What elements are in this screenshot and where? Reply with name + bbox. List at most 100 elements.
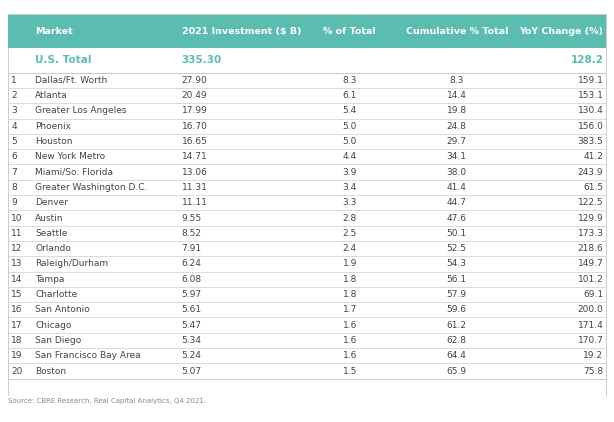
- Text: San Francisco Bay Area: San Francisco Bay Area: [35, 351, 141, 360]
- Text: 64.4: 64.4: [447, 351, 467, 360]
- Text: 19.2: 19.2: [583, 351, 604, 360]
- Text: 2.4: 2.4: [343, 244, 357, 253]
- Text: 9: 9: [11, 198, 17, 207]
- Text: 41.2: 41.2: [583, 152, 604, 161]
- Text: 149.7: 149.7: [578, 260, 604, 268]
- Text: 335.30: 335.30: [182, 56, 222, 65]
- Text: 4.4: 4.4: [343, 152, 357, 161]
- Text: 62.8: 62.8: [447, 336, 467, 345]
- Text: 69.1: 69.1: [583, 290, 604, 299]
- Text: 5.07: 5.07: [182, 367, 202, 376]
- Text: U.S. Total: U.S. Total: [35, 56, 91, 65]
- Text: 41.4: 41.4: [447, 183, 467, 192]
- Text: 3.3: 3.3: [343, 198, 357, 207]
- Bar: [7, 14, 607, 49]
- Text: 5.0: 5.0: [343, 137, 357, 146]
- Text: 8.3: 8.3: [343, 76, 357, 85]
- Text: 243.9: 243.9: [578, 168, 604, 177]
- Text: 12: 12: [11, 244, 23, 253]
- Text: 20.49: 20.49: [182, 91, 208, 100]
- Text: Tampa: Tampa: [35, 275, 64, 284]
- Text: Denver: Denver: [35, 198, 68, 207]
- Text: 54.3: 54.3: [447, 260, 467, 268]
- Text: 101.2: 101.2: [578, 275, 604, 284]
- Text: 5: 5: [11, 137, 17, 146]
- Text: 218.6: 218.6: [578, 244, 604, 253]
- Text: 1.8: 1.8: [343, 290, 357, 299]
- Text: 16.65: 16.65: [182, 137, 208, 146]
- Text: 6.08: 6.08: [182, 275, 202, 284]
- Text: 57.9: 57.9: [447, 290, 467, 299]
- Text: 8.3: 8.3: [449, 76, 464, 85]
- Text: 19: 19: [11, 351, 23, 360]
- Text: 20: 20: [11, 367, 23, 376]
- Text: Boston: Boston: [35, 367, 66, 376]
- Text: 75.8: 75.8: [583, 367, 604, 376]
- Text: 14.4: 14.4: [447, 91, 467, 100]
- Text: 16: 16: [11, 306, 23, 314]
- Text: 5.47: 5.47: [182, 321, 202, 330]
- Text: 44.7: 44.7: [447, 198, 467, 207]
- Text: 1.7: 1.7: [343, 306, 357, 314]
- Text: 11: 11: [11, 229, 23, 238]
- Text: 5.4: 5.4: [343, 106, 357, 115]
- Text: Dallas/Ft. Worth: Dallas/Ft. Worth: [35, 76, 107, 85]
- Text: 200.0: 200.0: [578, 306, 604, 314]
- Text: 6.24: 6.24: [182, 260, 201, 268]
- Text: Orlando: Orlando: [35, 244, 71, 253]
- Text: 1.5: 1.5: [343, 367, 357, 376]
- Text: 156.0: 156.0: [578, 122, 604, 131]
- Text: 47.6: 47.6: [447, 214, 467, 222]
- Text: Houston: Houston: [35, 137, 72, 146]
- Text: 153.1: 153.1: [578, 91, 604, 100]
- Text: 1: 1: [11, 76, 17, 85]
- Text: 1.6: 1.6: [343, 336, 357, 345]
- Text: 24.8: 24.8: [447, 122, 467, 131]
- Text: Phoenix: Phoenix: [35, 122, 71, 131]
- Text: Miami/So. Florida: Miami/So. Florida: [35, 168, 113, 177]
- Text: 27.90: 27.90: [182, 76, 208, 85]
- Text: Austin: Austin: [35, 214, 63, 222]
- Text: 61.2: 61.2: [447, 321, 467, 330]
- Text: 5.61: 5.61: [182, 306, 202, 314]
- Text: 1.9: 1.9: [343, 260, 357, 268]
- Text: 61.5: 61.5: [583, 183, 604, 192]
- Text: Source: CBRE Research, Real Capital Analytics, Q4 2021.: Source: CBRE Research, Real Capital Anal…: [7, 398, 206, 403]
- Text: Market: Market: [35, 27, 72, 35]
- Text: 9.55: 9.55: [182, 214, 202, 222]
- Text: 50.1: 50.1: [447, 229, 467, 238]
- Text: % of Total: % of Total: [324, 27, 376, 35]
- Text: 128.2: 128.2: [570, 56, 604, 65]
- Text: 14.71: 14.71: [182, 152, 208, 161]
- Text: 14: 14: [11, 275, 23, 284]
- Text: 59.6: 59.6: [447, 306, 467, 314]
- Text: 171.4: 171.4: [578, 321, 604, 330]
- Text: 13: 13: [11, 260, 23, 268]
- Text: New York Metro: New York Metro: [35, 152, 105, 161]
- Text: 5.0: 5.0: [343, 122, 357, 131]
- Text: 3.9: 3.9: [343, 168, 357, 177]
- Text: 19.8: 19.8: [447, 106, 467, 115]
- Text: 3: 3: [11, 106, 17, 115]
- Text: 2: 2: [11, 91, 17, 100]
- Text: 6.1: 6.1: [343, 91, 357, 100]
- Text: YoY Change (%): YoY Change (%): [519, 27, 604, 35]
- Text: 10: 10: [11, 214, 23, 222]
- Text: Raleigh/Durham: Raleigh/Durham: [35, 260, 108, 268]
- Text: 5.97: 5.97: [182, 290, 202, 299]
- Text: 15: 15: [11, 290, 23, 299]
- Text: Greater Los Angeles: Greater Los Angeles: [35, 106, 126, 115]
- Text: 38.0: 38.0: [447, 168, 467, 177]
- Text: 11.11: 11.11: [182, 198, 208, 207]
- Text: 2.5: 2.5: [343, 229, 357, 238]
- Text: 29.7: 29.7: [447, 137, 467, 146]
- Text: 122.5: 122.5: [578, 198, 604, 207]
- Text: 5.34: 5.34: [182, 336, 202, 345]
- Text: 129.9: 129.9: [578, 214, 604, 222]
- Text: 65.9: 65.9: [447, 367, 467, 376]
- Text: 2.8: 2.8: [343, 214, 357, 222]
- Text: 130.4: 130.4: [578, 106, 604, 115]
- Text: 173.3: 173.3: [578, 229, 604, 238]
- Text: 7: 7: [11, 168, 17, 177]
- Text: 8.52: 8.52: [182, 229, 202, 238]
